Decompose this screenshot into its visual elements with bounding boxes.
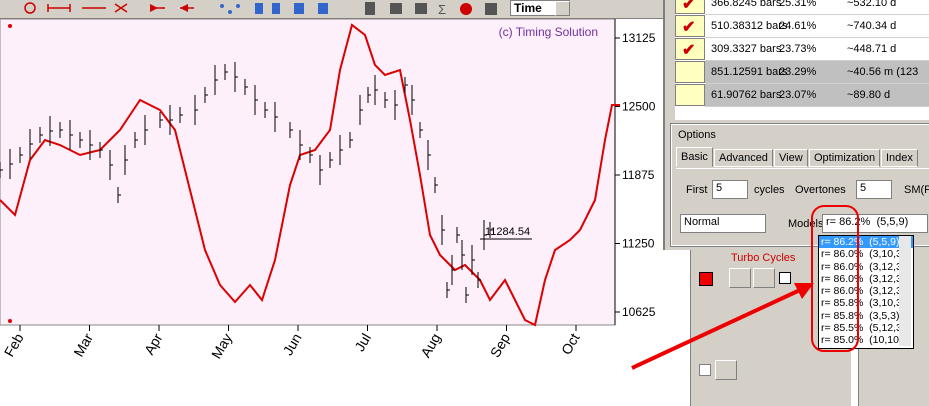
cell: ~532.10 d <box>847 0 897 9</box>
sm-label: SM(P <box>904 184 929 196</box>
check-cell <box>675 0 705 14</box>
options-title: Options <box>678 129 716 141</box>
first-input[interactable]: 5 <box>712 180 748 199</box>
table-button[interactable] <box>729 268 751 288</box>
color-box[interactable] <box>699 272 713 286</box>
cycles-window: ✔ 366.8245 bars 25.31% ~532.10 d ✔ 510.38312 … <box>663 0 929 250</box>
y-tick-label: 11250 <box>622 237 655 251</box>
cell: 23.29% <box>779 66 817 78</box>
row-bg <box>705 38 929 61</box>
check-cell <box>675 61 705 83</box>
overtones-input[interactable]: 5 <box>856 180 892 199</box>
cell: ~89.80 d <box>847 89 891 101</box>
plot-area <box>0 19 616 326</box>
cell: 25.31% <box>779 0 817 9</box>
cell: 366.8245 bars <box>711 0 782 9</box>
tab[interactable]: Optimization <box>809 149 881 167</box>
x-tick-label: Feb <box>1 330 27 359</box>
y-tick-label: 11875 <box>622 168 655 182</box>
watermark: (c) Timing Solution <box>499 25 598 39</box>
svg-text:Σ: Σ <box>438 2 446 17</box>
check-cell <box>675 84 705 106</box>
chart: (c) Timing Solution 11284.54 13125 12500 1… <box>0 19 656 362</box>
price-label: 11284.54 <box>485 226 530 238</box>
tab[interactable]: Basic <box>676 147 713 167</box>
check-cell <box>675 38 705 60</box>
x-tick-label: Aug <box>417 331 443 361</box>
price-bars <box>0 62 493 303</box>
check-mark: ✔ <box>682 42 696 59</box>
cell: 23.73% <box>779 43 817 55</box>
cycles-table: ✔ 366.8245 bars 25.31% ~532.10 d ✔ 510.38312 … <box>675 0 929 120</box>
x-tick-label: Apr <box>141 330 166 357</box>
cell: 23.07% <box>779 89 817 101</box>
cycle-projection <box>0 23 620 327</box>
toolbar-icons: Σ <box>24 2 497 17</box>
tool-button[interactable] <box>715 360 737 380</box>
row-bg <box>705 84 929 107</box>
toolbar: Σ Time <box>0 0 663 19</box>
options-group: Options Basic Advanced View Optimization Ind… <box>670 123 929 247</box>
tab[interactable]: View <box>774 149 808 167</box>
y-tick-label: 10625 <box>622 305 656 319</box>
cycles-label: cycles <box>754 184 785 196</box>
cell: ~448.71 d <box>847 43 897 55</box>
check-mark: ✔ <box>682 0 696 13</box>
tab[interactable]: Index <box>881 149 918 167</box>
cell: 24.61% <box>779 20 817 32</box>
row-bg <box>705 0 929 15</box>
time-select-arrow[interactable] <box>555 1 570 16</box>
chart-button[interactable] <box>753 268 775 288</box>
mode-select[interactable]: Normal <box>680 214 766 233</box>
models-label: Models <box>788 218 824 230</box>
tab[interactable]: Advanced <box>714 149 773 167</box>
cell: ~740.34 d <box>847 20 897 32</box>
x-tick-label: Jul <box>351 331 374 355</box>
cell: 510.38312 bars <box>711 20 788 32</box>
check-cell <box>675 15 705 37</box>
cell: 309.3327 bars <box>711 43 782 55</box>
y-tick-label: 13125 <box>622 31 656 45</box>
cell: ~40.56 m (123 <box>847 66 919 78</box>
models-select[interactable]: r= 86.2% (5,5,9) <box>822 214 928 233</box>
checkbox-2[interactable] <box>699 364 711 376</box>
row-bg <box>705 61 929 84</box>
x-tick-label: Oct <box>558 330 583 357</box>
x-tick-label: Sep <box>487 330 513 360</box>
cell: 851.12591 bars <box>711 66 788 78</box>
cell: 61.90762 bars <box>711 89 782 101</box>
first-label: First <box>686 184 708 196</box>
checkbox[interactable] <box>779 272 791 284</box>
x-tick-label: Jun <box>279 331 304 359</box>
x-tick-label: May <box>208 331 235 362</box>
list-scrollbar <box>899 236 911 346</box>
overtones-label: Overtones <box>795 184 846 196</box>
row-bg <box>705 15 929 38</box>
x-tick-label: Mar <box>70 330 96 359</box>
turbo-title: Turbo Cycles <box>731 252 796 264</box>
y-tick-label: 12500 <box>622 100 656 114</box>
check-mark: ✔ <box>682 19 696 36</box>
